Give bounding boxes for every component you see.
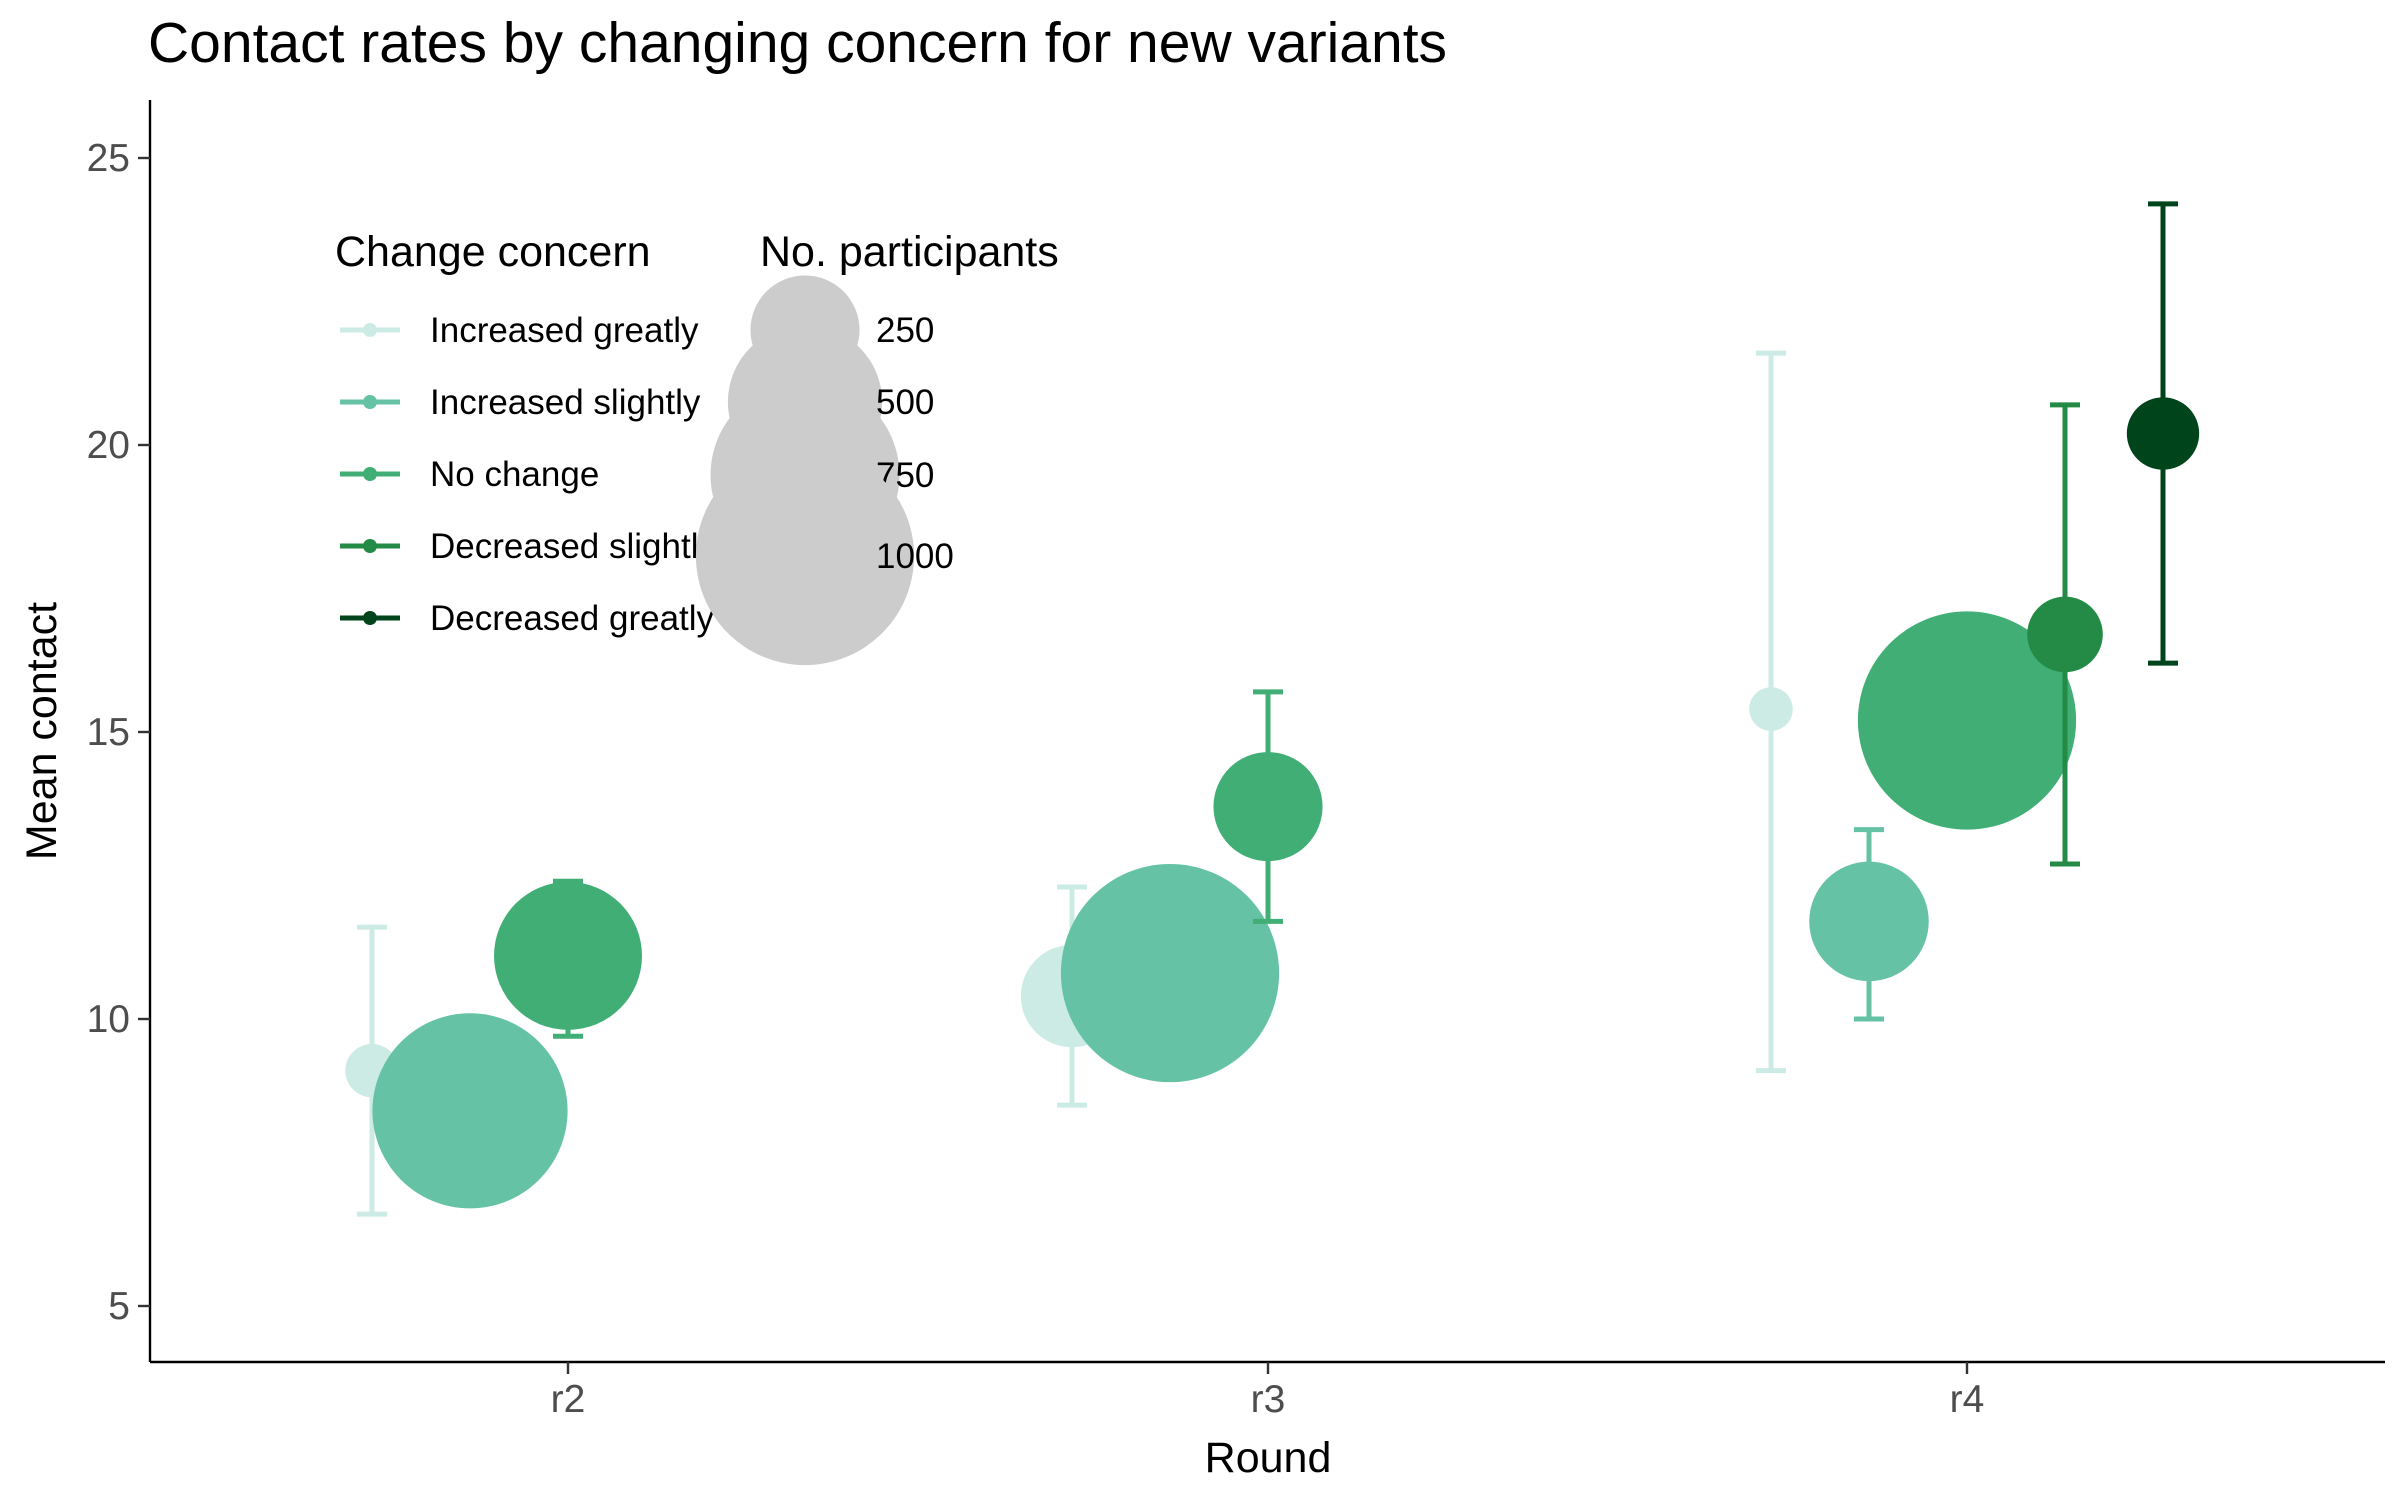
legend-label: Decreased slightly: [430, 527, 716, 566]
y-tick-label: 5: [108, 1285, 130, 1328]
legend-item: Increased slightly: [340, 383, 701, 422]
legend: Change concern No. participants Increase…: [335, 228, 1059, 666]
chart-title: Contact rates by changing concern for ne…: [148, 11, 1447, 75]
y-tick-label: 25: [87, 137, 130, 180]
data-marks: [345, 201, 2200, 1217]
data-point: [2126, 397, 2200, 470]
data-point: [1809, 861, 1929, 982]
data-point: [494, 881, 642, 1030]
y-tick-label: 20: [87, 424, 130, 467]
legend-item: Decreased greatly: [340, 599, 715, 638]
legend-size-label: 250: [876, 311, 934, 350]
data-point: [1857, 611, 2077, 830]
legend-label: Decreased greatly: [430, 599, 715, 638]
legend-label: No change: [430, 455, 599, 494]
data-point: [372, 1013, 568, 1209]
series-increased-slightly: [372, 827, 1929, 1209]
legend-size-circle: [695, 446, 915, 666]
legend-swatch-dot: [363, 395, 377, 409]
legend-item: Increased greatly: [340, 311, 699, 350]
legend-size-item: 1000: [695, 446, 954, 666]
legend-label: Increased greatly: [430, 311, 699, 350]
data-point: [2027, 596, 2103, 673]
series-no-change: [494, 611, 2077, 1039]
y-tick-label: 15: [87, 711, 130, 754]
legend-swatch-dot: [363, 323, 377, 337]
legend-size-label: 500: [876, 383, 934, 422]
x-tick-label: r3: [1251, 1378, 1286, 1421]
legend-item: No change: [340, 455, 599, 494]
series-decreased-slightly: [2027, 402, 2103, 867]
x-axis-title: Round: [1205, 1434, 1332, 1482]
legend-label: Increased slightly: [430, 383, 701, 422]
y-tick-label: 10: [87, 998, 130, 1041]
data-point: [1749, 687, 1793, 731]
data-point: [1060, 863, 1280, 1083]
data-point: [1213, 752, 1323, 862]
x-tick-label: r4: [1950, 1378, 1985, 1421]
legend-swatch-dot: [363, 611, 377, 625]
legend-size-title: No. participants: [760, 228, 1059, 276]
legend-swatch-dot: [363, 539, 377, 553]
x-tick-label: r2: [551, 1378, 586, 1421]
legend-size-label: 1000: [876, 537, 954, 576]
series-decreased-greatly: [2126, 201, 2200, 666]
axes: 5 10 15 20 25 r2 r3 r4: [87, 100, 2385, 1421]
legend-color-title: Change concern: [335, 228, 651, 276]
legend-item: Decreased slightly: [340, 527, 716, 566]
legend-swatch-dot: [363, 467, 377, 481]
y-axis-title: Mean contact: [18, 602, 66, 860]
